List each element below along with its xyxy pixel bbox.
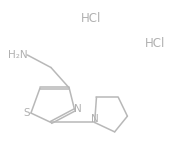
Text: HCl: HCl bbox=[81, 12, 101, 25]
Text: N: N bbox=[91, 114, 98, 124]
Text: H₂N: H₂N bbox=[8, 50, 28, 60]
Text: S: S bbox=[23, 108, 30, 118]
Text: HCl: HCl bbox=[145, 38, 165, 50]
Text: N: N bbox=[74, 104, 82, 114]
